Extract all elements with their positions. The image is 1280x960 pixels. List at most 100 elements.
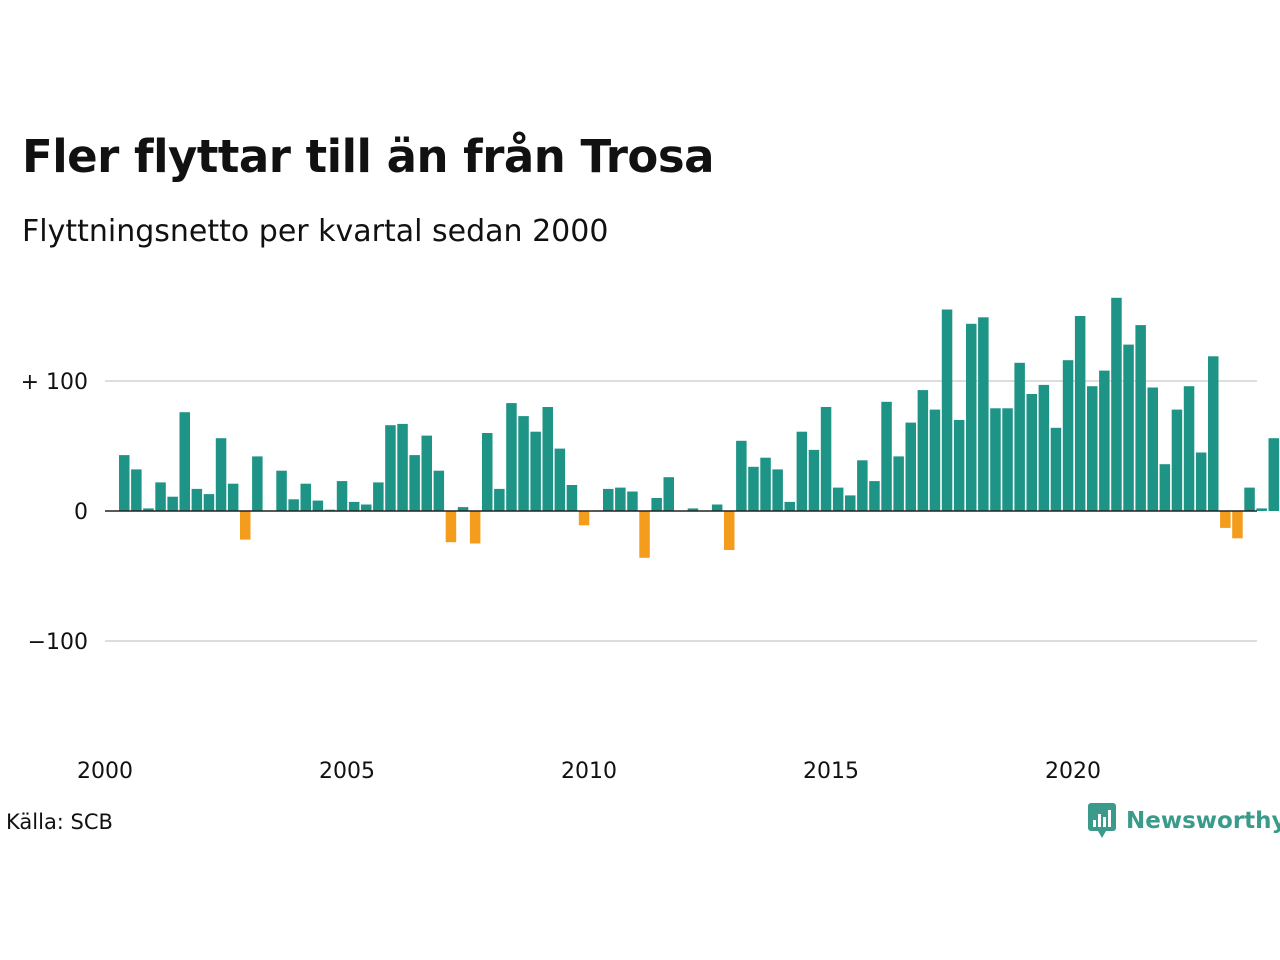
bar (1026, 394, 1037, 511)
x-axis-labels: 2000 2005 2010 2015 2020 (77, 759, 1101, 784)
bar (131, 469, 142, 511)
bar-series (119, 297, 1279, 558)
bar (433, 470, 445, 511)
bar (578, 511, 590, 526)
bar (215, 438, 227, 511)
bar (1087, 386, 1098, 511)
x-tick-label: 2000 (77, 759, 133, 784)
bar (1171, 409, 1183, 511)
bar (300, 483, 311, 511)
bar (724, 511, 735, 550)
bar (361, 504, 372, 511)
bar (288, 499, 299, 511)
bar (832, 487, 844, 511)
bar (336, 481, 348, 511)
bar (409, 455, 420, 511)
bar (1195, 452, 1207, 511)
bar (445, 511, 457, 543)
bar (385, 425, 396, 511)
bar (869, 481, 880, 511)
bar (687, 508, 699, 511)
x-tick-label: 2020 (1045, 759, 1101, 784)
bar (845, 495, 856, 511)
bar (905, 422, 916, 511)
bar (603, 488, 614, 511)
bar (373, 482, 384, 511)
bar (554, 448, 566, 511)
bar (518, 416, 529, 511)
bar (1268, 438, 1279, 511)
bar (857, 460, 868, 511)
source-note: Källa: SCB (6, 810, 113, 834)
bar (881, 401, 892, 511)
bar (1002, 408, 1013, 511)
bar (978, 317, 989, 511)
bar (143, 508, 154, 511)
bar (469, 511, 481, 544)
bar (1014, 362, 1025, 511)
bar (615, 487, 626, 511)
bar (566, 485, 578, 511)
y-tick-label: 0 (74, 500, 88, 525)
y-tick-label: −100 (28, 630, 88, 655)
x-tick-label: 2010 (561, 759, 617, 784)
bar (1232, 511, 1243, 539)
y-axis-labels: + 100 0 −100 (21, 370, 88, 655)
chart-title: Fler flyttar till än från Trosa (22, 130, 715, 183)
bar (1208, 356, 1219, 511)
bar (820, 407, 832, 511)
brand-logo: Newsworthy (1088, 803, 1280, 839)
brand-name: Newsworthy (1126, 808, 1280, 834)
bar (627, 491, 638, 511)
newsworthy-logo-icon (1088, 803, 1116, 838)
bar (796, 431, 808, 511)
bar (711, 504, 723, 511)
bar (1074, 316, 1086, 511)
bar (191, 488, 203, 511)
bar (941, 309, 953, 511)
bar (1062, 360, 1074, 511)
bar (1147, 387, 1158, 511)
bar (639, 511, 650, 558)
bar (506, 403, 517, 511)
bar (1135, 325, 1146, 511)
bar (1256, 508, 1267, 511)
bar (1099, 370, 1110, 511)
bar (1123, 344, 1134, 511)
bar (893, 456, 904, 511)
chart-subtitle: Flyttningsnetto per kvartal sedan 2000 (22, 214, 609, 249)
y-tick-label: + 100 (21, 370, 88, 395)
bar (990, 408, 1001, 511)
bar (1038, 384, 1050, 511)
bar (542, 407, 553, 511)
bar (748, 466, 759, 511)
bar (167, 496, 178, 511)
bar (760, 457, 771, 511)
bar (276, 470, 287, 511)
bar (530, 431, 541, 511)
bar (1159, 464, 1171, 511)
bar (966, 323, 977, 511)
bar (1183, 386, 1195, 511)
bar (119, 455, 130, 511)
bar (1111, 297, 1122, 511)
bar (663, 477, 674, 511)
bar (421, 435, 432, 511)
bar-chart: + 100 0 −100 2000 2005 2010 2015 2020 (21, 297, 1279, 784)
bar (651, 498, 662, 511)
bar (348, 501, 360, 511)
bar (252, 456, 263, 511)
bar (227, 483, 239, 511)
bar (179, 412, 190, 511)
bar (772, 469, 783, 511)
bar (312, 500, 324, 511)
bar (397, 423, 408, 511)
x-tick-label: 2005 (319, 759, 375, 784)
bar (240, 511, 251, 540)
bar (917, 390, 929, 511)
bar (494, 488, 505, 511)
bar (1220, 511, 1231, 528)
bar (203, 494, 215, 511)
bar (1244, 487, 1255, 511)
bar (929, 409, 941, 511)
